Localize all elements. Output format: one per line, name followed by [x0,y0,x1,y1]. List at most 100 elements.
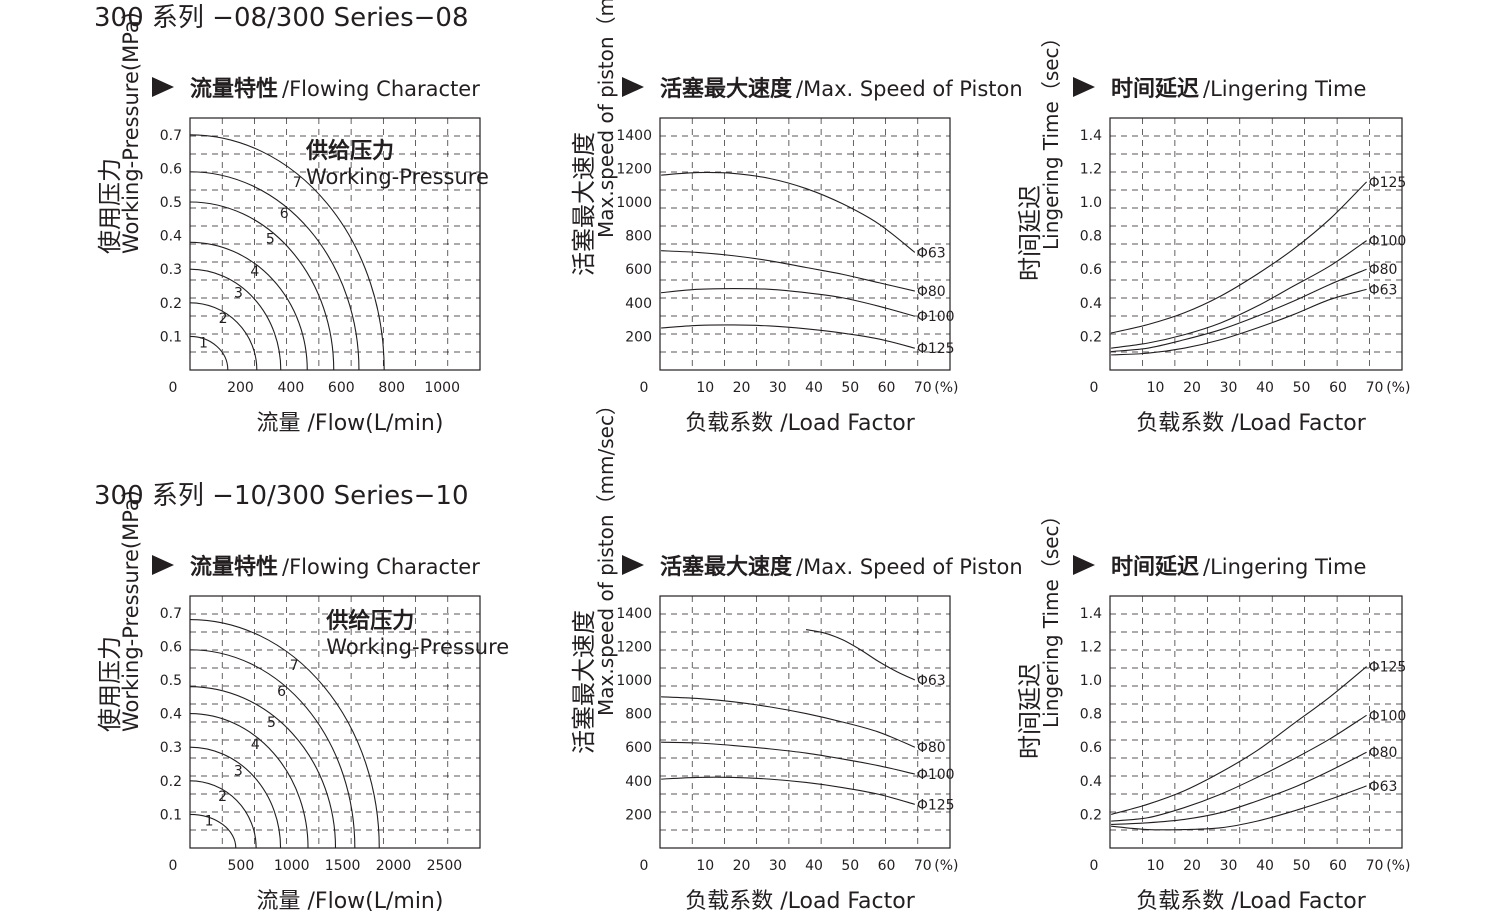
series-label: Φ100 [1369,708,1407,724]
x-tick-label: 40 [1256,858,1274,874]
x-axis-label: 负载系数 /Load Factor [1136,411,1366,436]
y-tick-label: 0.2 [160,296,182,312]
x-tick-label: 0 [1090,858,1099,874]
y-tick-label: 0.5 [160,195,182,211]
flow-curve-2 [189,302,258,371]
chart-heading-cn: 流量特性 [190,76,278,102]
y-tick-label: 0.1 [160,807,182,823]
y-tick-label: 1.2 [1080,161,1102,177]
x-tick-label: 1000 [424,380,460,396]
x-tick-label: 60 [1329,380,1347,396]
y-tick-label: 1200 [616,639,652,655]
series-label: Φ63 [917,673,946,689]
curve-label: 4 [250,264,259,280]
chart-heading-cn: 时间延迟 [1111,77,1199,102]
y-tick-label: 0.1 [160,329,182,345]
series-line-phi100 [661,741,915,775]
curve-label: 1 [205,813,214,829]
x-tick-label: 70 [914,380,932,396]
flow-curve-5 [189,686,337,849]
series-line-phi80 [661,696,916,748]
series-line-phi125 [1110,666,1367,815]
chart-heading-en: /Lingering Time [1203,77,1366,101]
series-line-phi80 [661,250,915,292]
series-label: Φ125 [1369,660,1407,676]
series-label: Φ125 [917,341,955,357]
series-line-phi63 [1111,288,1367,356]
x-tick-label: 30 [1220,380,1238,396]
series-line-phi63 [1111,785,1367,831]
series-line-phi125 [661,324,915,349]
chart-panel-time: 时间延迟/Lingering Time 1.4 1.2 1.0 0.8 0.6 0.4 0.2… [1016,505,1410,914]
flow-curve-7 [189,618,380,849]
curve-label: 2 [219,311,228,327]
flow-curve-4 [189,713,309,849]
x-tick-label: 20 [1183,380,1201,396]
series-line-phi100 [661,287,915,317]
x-tick-label: 50 [1293,380,1311,396]
y-tick-label: 600 [625,740,652,756]
chart-heading-en: /Lingering Time [1203,555,1366,579]
x-tick-label: (%) [1386,380,1410,396]
x-tick-label: 40 [1256,380,1274,396]
y-tick-label: 1400 [616,128,652,144]
flow-curve-6 [189,649,356,849]
chart-panel-speed: 活塞最大速度/Max. Speed of Piston 1400 1200 1000 8… [570,395,1023,914]
play-arrow-icon [622,555,644,575]
x-tick-label: 0 [169,858,178,874]
chart-heading-cn: 活塞最大速度 [660,554,793,580]
y-tick-label: 0.2 [160,774,182,790]
x-tick-label: 10 [1147,858,1165,874]
x-tick-label: 10 [696,380,714,396]
y-tick-label: 1.2 [1080,639,1102,655]
y-axis-label-cn: 时间延迟 [1016,185,1044,281]
x-tick-label: (%) [1386,858,1410,874]
section-title: 300 系列 −10/300 Series−10 [94,481,469,511]
y-tick-label: 1.0 [1080,195,1102,211]
series-label: Φ125 [917,797,955,813]
chart-heading: 时间延迟/Lingering Time [1111,555,1366,580]
x-tick-label: 1000 [274,858,310,874]
y-tick-label: 0.5 [160,673,182,689]
y-tick-label: 0.7 [160,128,182,144]
y-tick-label: 1400 [616,606,652,622]
y-tick-label: 600 [625,262,652,278]
x-tick-label: 30 [769,858,787,874]
play-arrow-icon [1073,77,1095,97]
series-line-phi63 [805,629,916,681]
y-tick-label: 1.4 [1080,606,1102,622]
y-axis-label-en: Lingering Time（sec） [1039,27,1063,250]
y-tick-label: 0.8 [1080,707,1102,723]
y-tick-label: 0.3 [160,262,182,278]
curve-label: 7 [293,175,302,191]
x-tick-label: 40 [805,380,823,396]
annotation-en: Working-Pressure [306,165,489,189]
series-label: Φ100 [917,309,955,325]
y-tick-label: 0.2 [1080,807,1102,823]
x-tick-label: 10 [696,858,714,874]
series-line-phi63 [661,171,916,253]
y-axis-label-en: Working-Pressure(MPa) [119,12,143,254]
flow-curve-1 [189,813,237,849]
flow-curve-1 [189,335,229,371]
y-tick-label: 1.0 [1080,673,1102,689]
y-axis-label-cn: 活塞最大速度 [570,610,598,754]
x-tick-label: 1500 [325,858,361,874]
y-tick-label: 800 [625,229,652,245]
flow-curve-5 [189,201,335,371]
chart-heading: 时间延迟/Lingering Time [1111,77,1366,102]
series-line-phi125 [1110,181,1367,334]
x-tick-label: 40 [805,858,823,874]
y-tick-label: 0.4 [1080,296,1102,312]
y-tick-label: 1000 [616,673,652,689]
curve-label: 6 [277,684,286,700]
x-tick-label: 60 [1329,858,1347,874]
y-axis-label-cn: 活塞最大速度 [570,132,598,276]
series-line-phi100 [1111,240,1367,349]
curve-label: 3 [234,285,243,301]
y-tick-label: 0.4 [1080,774,1102,790]
x-tick-label: 20 [733,380,751,396]
series-label: Φ125 [1369,175,1407,191]
